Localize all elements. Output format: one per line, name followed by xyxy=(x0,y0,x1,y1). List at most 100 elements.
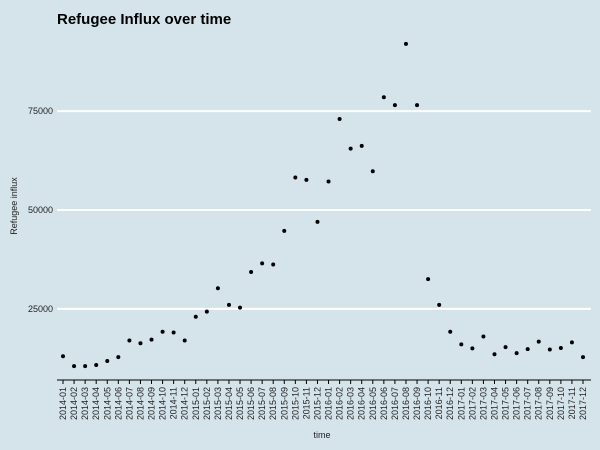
data-point xyxy=(558,345,563,350)
data-point xyxy=(260,261,265,266)
x-tick-label: 2015-11 xyxy=(301,387,311,419)
x-tick-label: 2016-12 xyxy=(445,387,455,420)
x-tick-label: 2016-02 xyxy=(335,387,345,420)
data-point xyxy=(105,359,110,364)
data-point xyxy=(403,41,408,46)
x-tick-label: 2014-08 xyxy=(135,387,145,420)
data-point xyxy=(326,179,331,184)
x-tick-label: 2016-04 xyxy=(357,387,367,420)
data-point xyxy=(304,177,309,182)
data-point xyxy=(569,340,574,345)
data-point xyxy=(83,364,88,369)
x-tick-label: 2016-10 xyxy=(423,387,433,420)
x-tick-label: 2016-09 xyxy=(412,387,422,420)
x-tick-label: 2014-11 xyxy=(169,387,179,419)
y-axis-ticks: 25000 50000 75000 xyxy=(28,106,53,314)
x-tick-label: 2016-01 xyxy=(324,387,334,420)
data-point xyxy=(359,143,364,148)
data-point xyxy=(160,329,165,334)
y-tick-label: 75000 xyxy=(28,106,53,116)
x-tick-label: 2016-03 xyxy=(346,387,356,420)
x-tick-label: 2016-08 xyxy=(401,387,411,420)
x-tick-label: 2014-09 xyxy=(147,387,157,420)
data-point xyxy=(481,334,486,339)
data-point xyxy=(238,305,243,310)
x-tick-label: 2014-07 xyxy=(124,387,134,420)
data-point xyxy=(282,228,287,233)
x-tick-label: 2016-06 xyxy=(379,387,389,420)
x-tick-label: 2015-10 xyxy=(290,387,300,420)
data-point xyxy=(581,355,585,360)
data-point xyxy=(503,345,508,350)
x-tick-label: 2017-02 xyxy=(467,387,477,420)
x-tick-label: 2015-09 xyxy=(279,387,289,420)
x-axis-label: time xyxy=(313,430,330,440)
x-tick-label: 2014-12 xyxy=(180,387,190,420)
x-axis-ticks: 2014-01 2014-02 2014-03 2014-04 2014-05 2014-… xyxy=(58,380,588,420)
data-point xyxy=(547,347,552,352)
x-tick-label: 2015-12 xyxy=(312,387,322,420)
x-tick-label: 2015-03 xyxy=(213,387,223,420)
x-tick-label: 2017-08 xyxy=(534,387,544,420)
x-tick-label: 2014-04 xyxy=(91,387,101,420)
x-tick-label: 2017-06 xyxy=(512,387,522,420)
x-tick-label: 2017-04 xyxy=(489,387,499,420)
x-tick-label: 2017-01 xyxy=(456,387,466,420)
data-point xyxy=(182,338,187,343)
data-point xyxy=(171,330,176,335)
data-point xyxy=(514,351,519,356)
data-point xyxy=(437,302,442,307)
data-point xyxy=(293,175,298,180)
data-point xyxy=(204,309,209,314)
x-tick-label: 2015-07 xyxy=(257,387,267,420)
x-tick-label: 2016-11 xyxy=(434,387,444,419)
data-point xyxy=(61,354,65,359)
x-tick-label: 2014-10 xyxy=(158,387,168,420)
x-tick-label: 2017-07 xyxy=(523,387,533,420)
data-point xyxy=(492,352,497,357)
data-point xyxy=(94,362,99,367)
data-point xyxy=(193,314,198,319)
data-point xyxy=(226,302,231,307)
data-point xyxy=(215,286,220,291)
data-point xyxy=(127,338,132,343)
y-tick-label: 25000 xyxy=(28,304,53,314)
x-tick-label: 2017-11 xyxy=(567,387,577,419)
data-point xyxy=(72,364,77,369)
data-points xyxy=(61,41,585,369)
data-point xyxy=(381,95,386,100)
data-point xyxy=(536,339,541,344)
data-point xyxy=(116,355,121,360)
data-point xyxy=(415,103,420,108)
x-tick-label: 2017-03 xyxy=(478,387,488,420)
data-point xyxy=(470,346,475,351)
x-tick-label: 2014-02 xyxy=(69,387,79,420)
data-point xyxy=(426,277,431,282)
data-point xyxy=(249,270,254,275)
chart-title: Refugee Influx over time xyxy=(57,11,231,28)
x-tick-label: 2015-04 xyxy=(224,387,234,420)
y-tick-label: 50000 xyxy=(28,205,53,215)
x-tick-label: 2015-05 xyxy=(235,387,245,420)
data-point xyxy=(348,146,353,151)
x-tick-label: 2016-07 xyxy=(390,387,400,420)
x-tick-label: 2015-08 xyxy=(268,387,278,420)
x-tick-label: 2016-05 xyxy=(368,387,378,420)
data-point xyxy=(315,219,320,224)
x-tick-label: 2014-05 xyxy=(102,387,112,420)
data-point xyxy=(392,103,397,108)
x-tick-label: 2014-01 xyxy=(58,387,68,420)
data-point xyxy=(271,262,276,267)
data-point xyxy=(370,169,375,174)
grid-lines xyxy=(57,110,591,310)
x-tick-label: 2017-09 xyxy=(545,387,555,420)
y-axis-label: Refugee influx xyxy=(9,177,19,235)
data-point xyxy=(149,337,154,342)
data-point xyxy=(448,329,453,334)
x-tick-label: 2017-10 xyxy=(556,387,566,420)
x-tick-label: 2014-06 xyxy=(113,387,123,420)
x-tick-label: 2017-12 xyxy=(578,387,588,420)
x-tick-label: 2017-05 xyxy=(501,387,511,420)
x-tick-label: 2015-01 xyxy=(191,387,201,420)
